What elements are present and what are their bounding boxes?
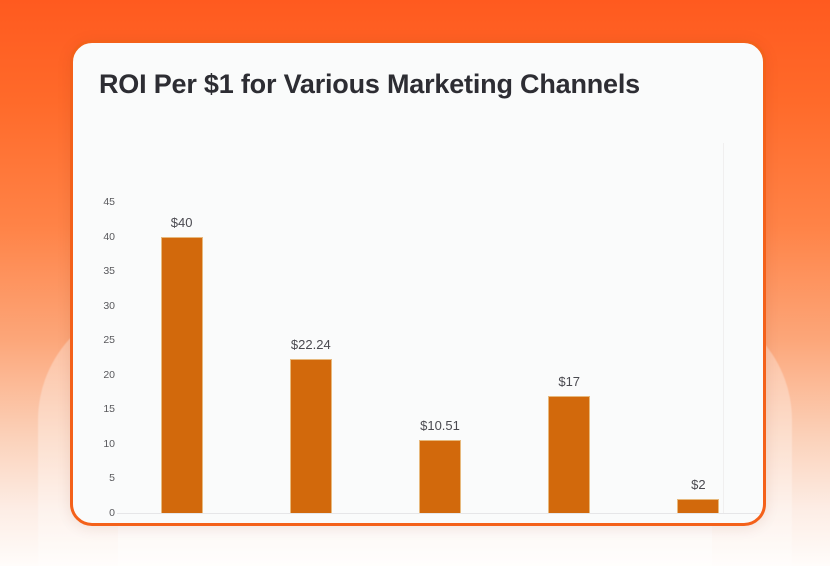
bar-keyword-ads[interactable] xyxy=(548,395,591,513)
y-axis-tick-label: 25 xyxy=(103,334,115,347)
y-axis-tick-label: 45 xyxy=(103,196,115,208)
chart-plot-region: 0 5 10 15 20 25 30 35 40 45 $40 Email $22.24 SEO $10.… xyxy=(73,143,763,526)
x-axis-baseline xyxy=(117,513,763,514)
x-axis-label: Keyword Ads xyxy=(536,525,603,526)
y-axis: 0 5 10 15 20 25 30 35 40 45 xyxy=(73,143,123,523)
y-axis-tick-label: 35 xyxy=(103,265,115,278)
bar-mobile[interactable] xyxy=(419,440,461,513)
bar-value-label: $22.24 xyxy=(290,337,331,353)
plot-right-rule xyxy=(723,143,724,513)
y-axis-tick-label: 15 xyxy=(103,403,115,416)
bar-value-label: $2 xyxy=(691,477,706,493)
x-axis-label: Banner Ads xyxy=(669,525,728,526)
bar-banner-ads[interactable] xyxy=(677,499,720,513)
bar-value-label: $17 xyxy=(558,373,581,389)
bar-email[interactable] xyxy=(160,236,203,513)
x-axis-label: SEO xyxy=(299,525,323,526)
y-axis-tick-label: 30 xyxy=(103,299,115,312)
bar-seo[interactable] xyxy=(289,359,332,513)
bar-value-label: $10.51 xyxy=(420,418,460,434)
chart-card: ROI Per $1 for Various Marketing Channel… xyxy=(70,40,766,526)
plot-area: $40 Email $22.24 SEO $10.51 Mobile $17 Keyword … xyxy=(117,143,763,526)
bar-value-label: $40 xyxy=(170,214,193,230)
y-axis-tick-label: 0 xyxy=(109,507,115,519)
chart-title: ROI Per $1 for Various Marketing Channel… xyxy=(99,69,640,99)
y-axis-tick-label: 40 xyxy=(103,230,115,243)
y-axis-tick-label: 10 xyxy=(103,437,115,450)
x-axis-label: Email xyxy=(167,525,196,526)
y-axis-tick-label: 5 xyxy=(109,472,115,485)
y-axis-tick-label: 20 xyxy=(103,368,115,381)
x-axis-label: Mobile xyxy=(423,525,457,526)
